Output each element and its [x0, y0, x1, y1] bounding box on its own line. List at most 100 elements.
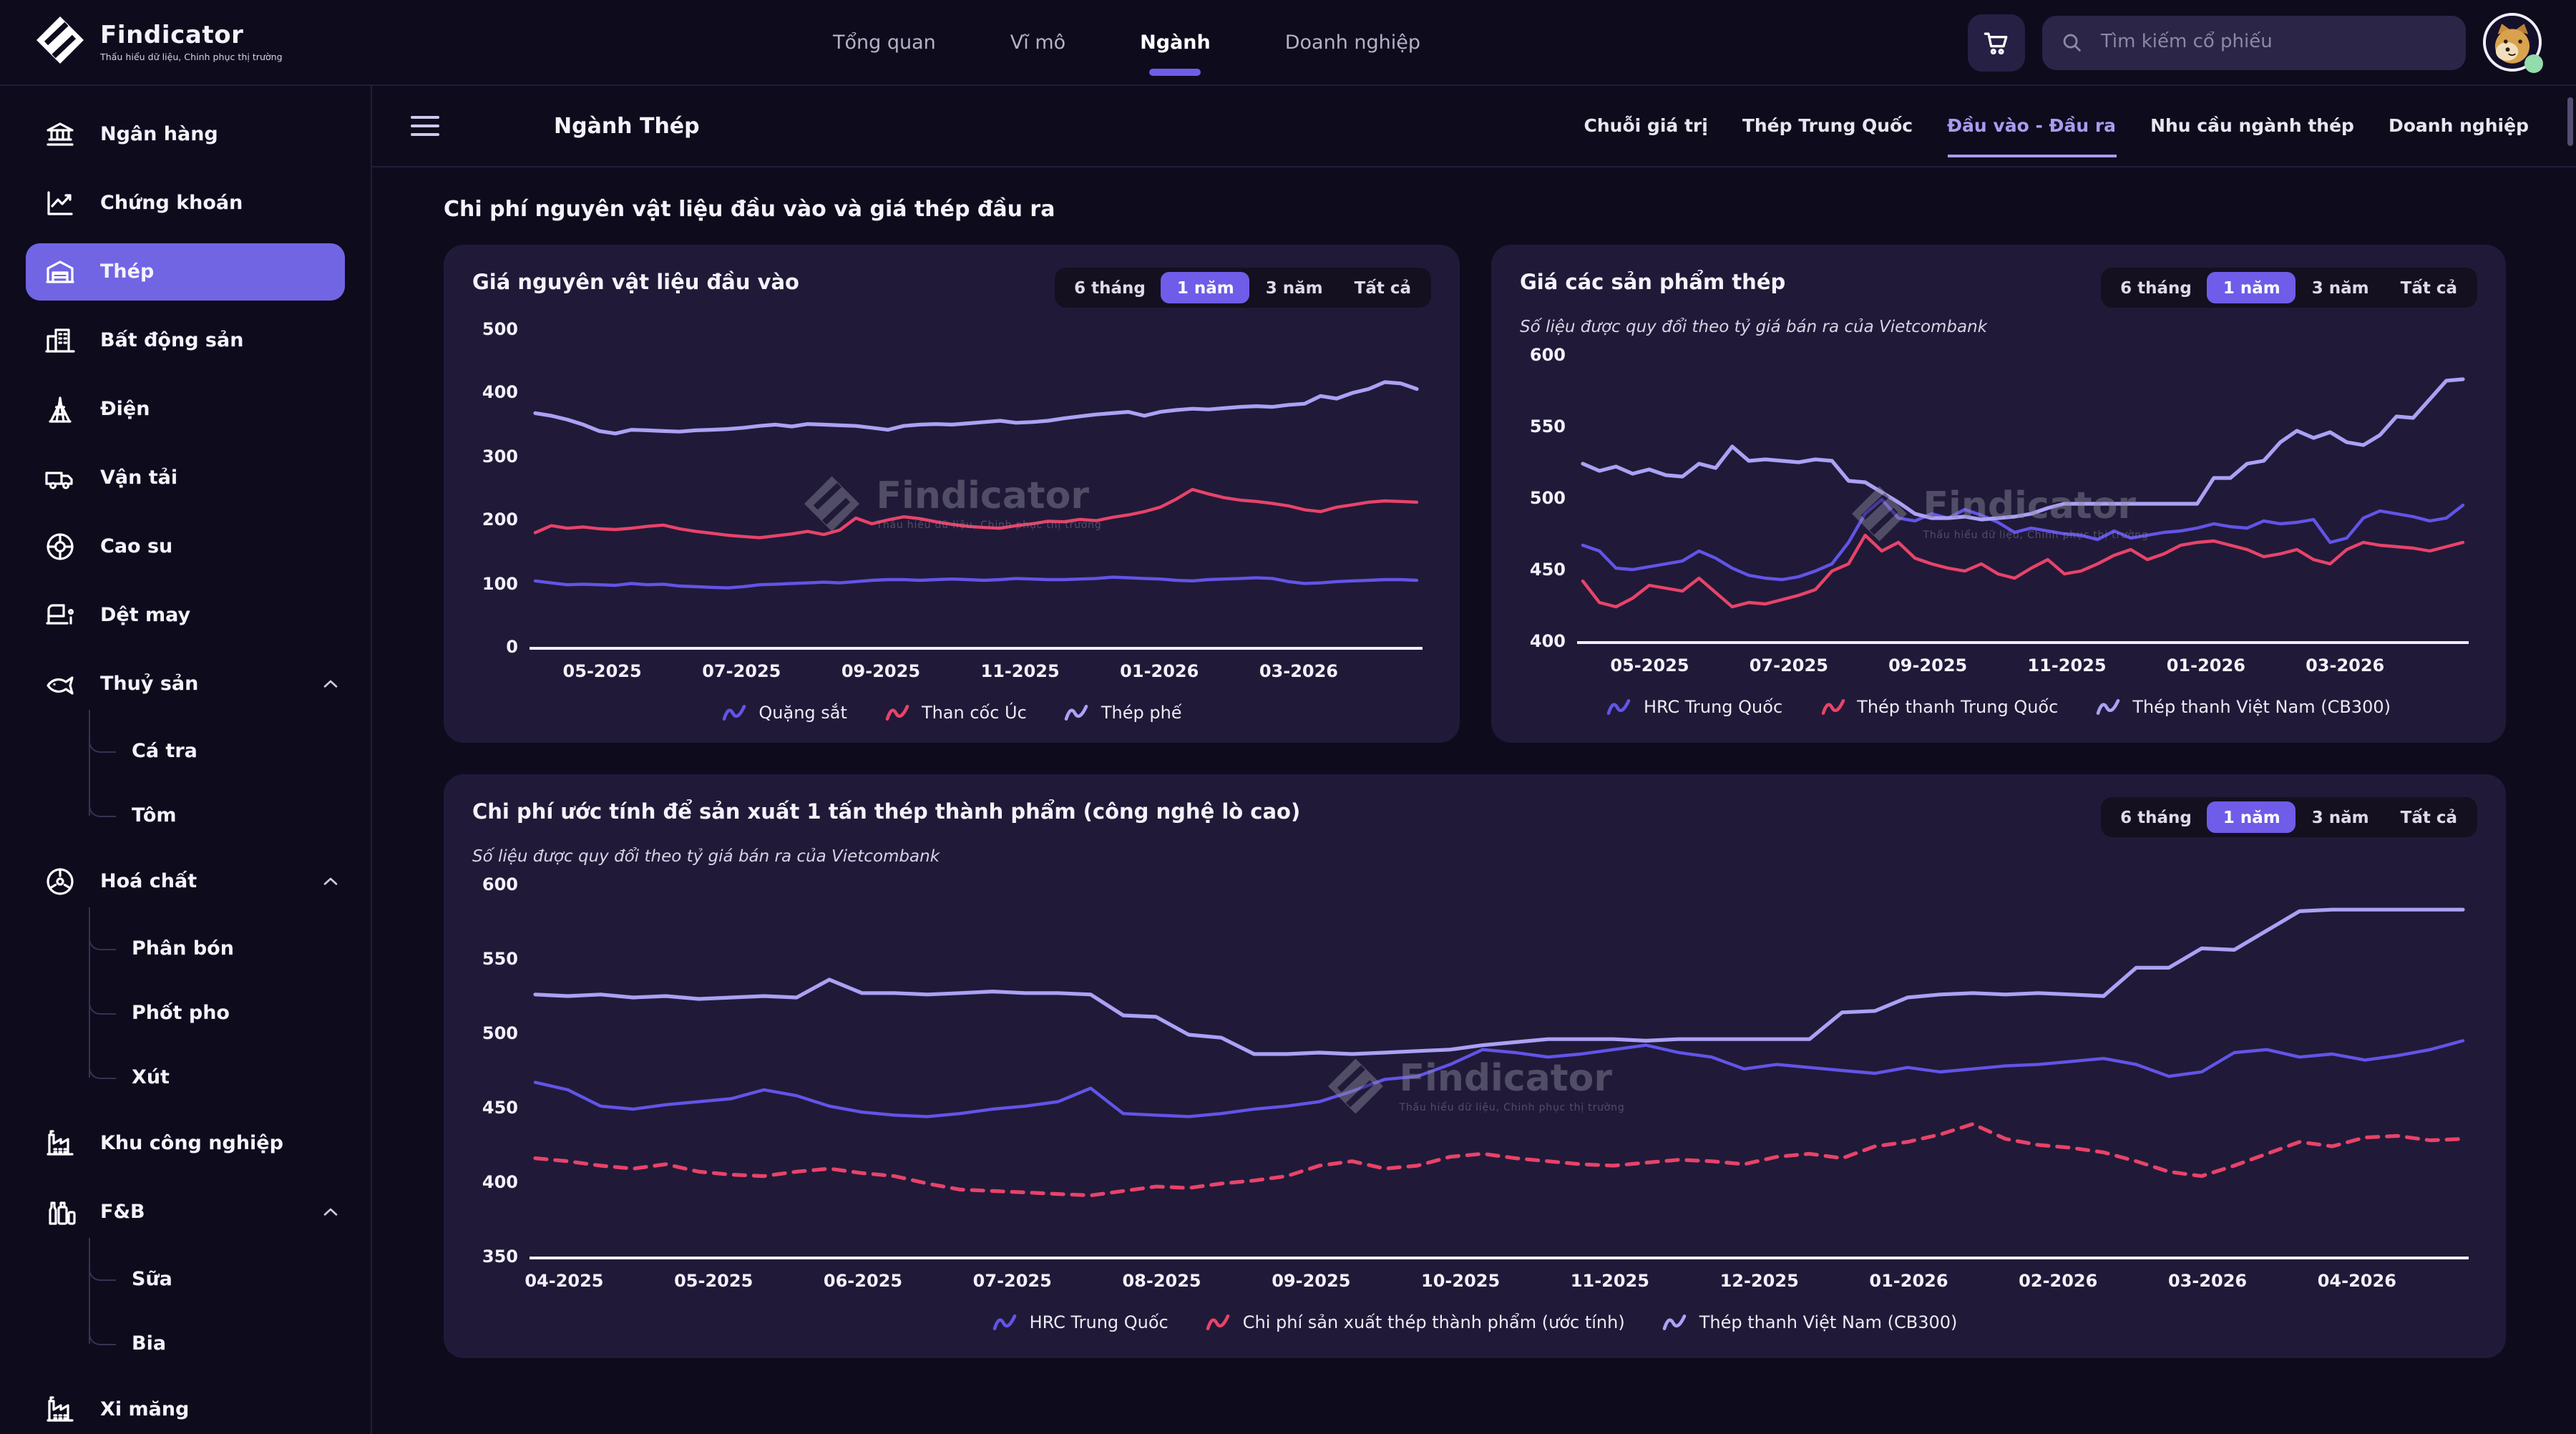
doge-avatar-image [2486, 16, 2539, 69]
chart-canvas: 0 100 200 300 400 500 05-2025 07-2025 09-2025 11-… [472, 316, 1431, 691]
legend-item-quang-sat[interactable]: Quặng sắt [721, 703, 847, 723]
range-button-1-nam[interactable]: 1 năm [1161, 272, 1250, 303]
nav-item-vi-mo[interactable]: Vĩ mô [1010, 31, 1066, 54]
x-axis-label: 09-2025 [1888, 655, 1968, 675]
legend-label: Thép thanh Việt Nam (CB300) [2132, 697, 2391, 717]
tab-thep-trung-quoc[interactable]: Thép Trung Quốc [1742, 114, 1913, 135]
chevron-up-icon[interactable] [319, 1201, 342, 1224]
y-axis-label: 400 [1529, 631, 1566, 651]
sidebar-item-phan-bon[interactable]: Phân bón [89, 916, 371, 980]
legend-item-chi-phi-san-xuat-thep-thanh-pham-uoc-tinh[interactable]: Chi phí sản xuất thép thành phẩm (ước tí… [1206, 1312, 1625, 1332]
subheader: Ngành Thép Chuỗi giá trị Thép Trung Quốc Đ… [372, 86, 2576, 167]
x-axis-label: 01-2026 [1869, 1271, 1948, 1291]
range-button-1-nam[interactable]: 1 năm [2207, 801, 2296, 833]
legend-item-thep-thanh-viet-nam-cb300[interactable]: Thép thanh Việt Nam (CB300) [1662, 1312, 1958, 1332]
legend-label: Thép thanh Việt Nam (CB300) [1699, 1312, 1958, 1332]
sidebar-item-phot-pho[interactable]: Phốt pho [89, 980, 371, 1045]
series-line-thep-thanh-viet-nam-cb300 [533, 907, 2465, 1056]
sidebar-item-ca-tra[interactable]: Cá tra [89, 718, 371, 783]
y-axis-label: 200 [482, 509, 518, 530]
online-status-dot [2524, 54, 2543, 73]
legend-item-thep-thanh-viet-nam-cb300[interactable]: Thép thanh Việt Nam (CB300) [2095, 697, 2391, 717]
y-axis-label: 300 [482, 446, 518, 467]
nav-item-doanh-nghiep[interactable]: Doanh nghiệp [1284, 31, 1421, 54]
real-estate-icon [43, 323, 77, 358]
cart-icon [1984, 31, 2008, 54]
range-button-tat-ca[interactable]: Tất cả [2385, 272, 2473, 303]
legend-item-hrc-trung-quoc[interactable]: HRC Trung Quốc [1606, 697, 1782, 717]
series-line-icon [1065, 704, 1089, 721]
sidebar-item-hoa-chat[interactable]: Hoá chất [0, 847, 371, 916]
sidebar-item-bat-ong-san[interactable]: Bất động sản [0, 306, 371, 375]
range-button-3-nam[interactable]: 3 năm [2296, 272, 2385, 303]
legend-item-hrc-trung-quoc[interactable]: HRC Trung Quốc [992, 1312, 1169, 1332]
nav-item-nganh[interactable]: Ngành [1140, 31, 1211, 54]
search-icon [2063, 34, 2081, 52]
brand-logo[interactable]: Findicator Thấu hiểu dữ liệu, Chinh phục… [34, 14, 283, 71]
legend-item-than-coc-uc[interactable]: Than cốc Úc [884, 703, 1027, 723]
range-button-6-thang[interactable]: 6 tháng [2104, 272, 2207, 303]
chart-title: Chi phí ước tính để sản xuất 1 tấn thép … [472, 801, 1301, 824]
sidebar-item-cao-su[interactable]: Cao su [0, 512, 371, 581]
range-button-3-nam[interactable]: 3 năm [1250, 272, 1339, 303]
tab-chuoi-gia-tri[interactable]: Chuỗi giá trị [1584, 114, 1708, 135]
range-button-1-nam[interactable]: 1 năm [2207, 272, 2296, 303]
chart-canvas: 400 450 500 550 600 05-2025 07-2025 09-2025 11-2… [1520, 342, 2477, 686]
card-raw-material-prices: Giá nguyên vật liệu đầu vào 6 tháng 1 năm… [444, 245, 1460, 743]
sidebar-item-label: Sữa [132, 1267, 172, 1290]
sidebar-item-chung-khoan[interactable]: Chứng khoán [0, 169, 371, 238]
sidebar-item-sua[interactable]: Sữa [89, 1247, 371, 1311]
sidebar-item-ien[interactable]: Điện [0, 375, 371, 444]
sidebar-item-thep[interactable]: Thép [26, 243, 345, 301]
sidebar-item-xut[interactable]: Xút [89, 1045, 371, 1109]
x-axis-label: 04-2025 [525, 1271, 604, 1291]
chart-legend: HRC Trung Quốc Thép thanh Trung Quốc Thép … [1520, 686, 2477, 728]
sidebar-item-khu-cong-nghiep[interactable]: Khu công nghiệp [0, 1109, 371, 1178]
chevron-up-icon[interactable] [319, 673, 342, 696]
y-axis-label: 500 [1529, 488, 1566, 508]
x-axis-label: 07-2025 [972, 1271, 1052, 1291]
main-area: Ngành Thép Chuỗi giá trị Thép Trung Quốc Đ… [372, 86, 2576, 1434]
range-button-6-thang[interactable]: 6 tháng [2104, 801, 2207, 833]
sidebar-item-tom[interactable]: Tôm [89, 783, 371, 847]
series-line-icon [1820, 698, 1845, 716]
sidebar-item-van-tai[interactable]: Vận tải [0, 444, 371, 512]
sidebar-item-xi-mang[interactable]: Xi măng [0, 1375, 371, 1434]
y-axis-label: 550 [482, 949, 518, 969]
scrollbar-thumb[interactable] [2567, 97, 2573, 146]
range-button-tat-ca[interactable]: Tất cả [1339, 272, 1427, 303]
series-line-quang-sat [533, 575, 1419, 590]
x-axis-label: 05-2025 [1610, 655, 1689, 675]
legend-item-thep-phe[interactable]: Thép phế [1064, 703, 1182, 723]
range-button-6-thang[interactable]: 6 tháng [1058, 272, 1161, 303]
sidebar-children-hoa-chat: Phân bón Phốt pho Xút [89, 907, 371, 1109]
tab-nhu-cau-nganh-thep[interactable]: Nhu cầu ngành thép [2150, 114, 2354, 135]
x-axis-label: 11-2025 [980, 661, 1060, 681]
range-button-tat-ca[interactable]: Tất cả [2385, 801, 2473, 833]
tab-au-vao-au-ra[interactable]: Đầu vào - Đầu ra [1947, 114, 2116, 157]
series-line-thep-phe [533, 380, 1419, 436]
stock-chart-icon [43, 186, 77, 220]
range-button-3-nam[interactable]: 3 năm [2296, 801, 2385, 833]
cart-button[interactable] [1968, 14, 2025, 71]
y-axis-label: 0 [506, 637, 518, 657]
sidebar-item-det-may[interactable]: Dệt may [0, 581, 371, 650]
sidebar-item-f-b[interactable]: F&B [0, 1178, 371, 1247]
sidebar-item-bia[interactable]: Bia [89, 1311, 371, 1375]
chevron-up-icon[interactable] [319, 870, 342, 893]
top-header: Findicator Thấu hiểu dữ liệu, Chinh phục… [0, 0, 2576, 86]
sidebar-item-ngan-hang[interactable]: Ngân hàng [0, 100, 371, 169]
chart-title: Giá các sản phẩm thép [1520, 272, 1786, 295]
series-line-icon [993, 1314, 1017, 1331]
sidebar-item-label: Bia [132, 1332, 167, 1355]
search-input[interactable] [2098, 30, 2449, 54]
tab-doanh-nghiep[interactable]: Doanh nghiệp [2388, 114, 2529, 135]
legend-item-thep-thanh-trung-quoc[interactable]: Thép thanh Trung Quốc [1820, 697, 2058, 717]
line-chart-svg [1577, 377, 2469, 644]
sidebar-item-thuy-san[interactable]: Thuỷ sản [0, 650, 371, 718]
nav-item-tong-quan[interactable]: Tổng quan [833, 31, 936, 54]
sidebar-item-label: Hoá chất [100, 870, 197, 893]
hamburger-menu-button[interactable] [411, 116, 439, 136]
avatar[interactable] [2483, 13, 2543, 73]
section-heading: Chi phí nguyên vật liệu đầu vào và giá t… [444, 196, 1055, 222]
